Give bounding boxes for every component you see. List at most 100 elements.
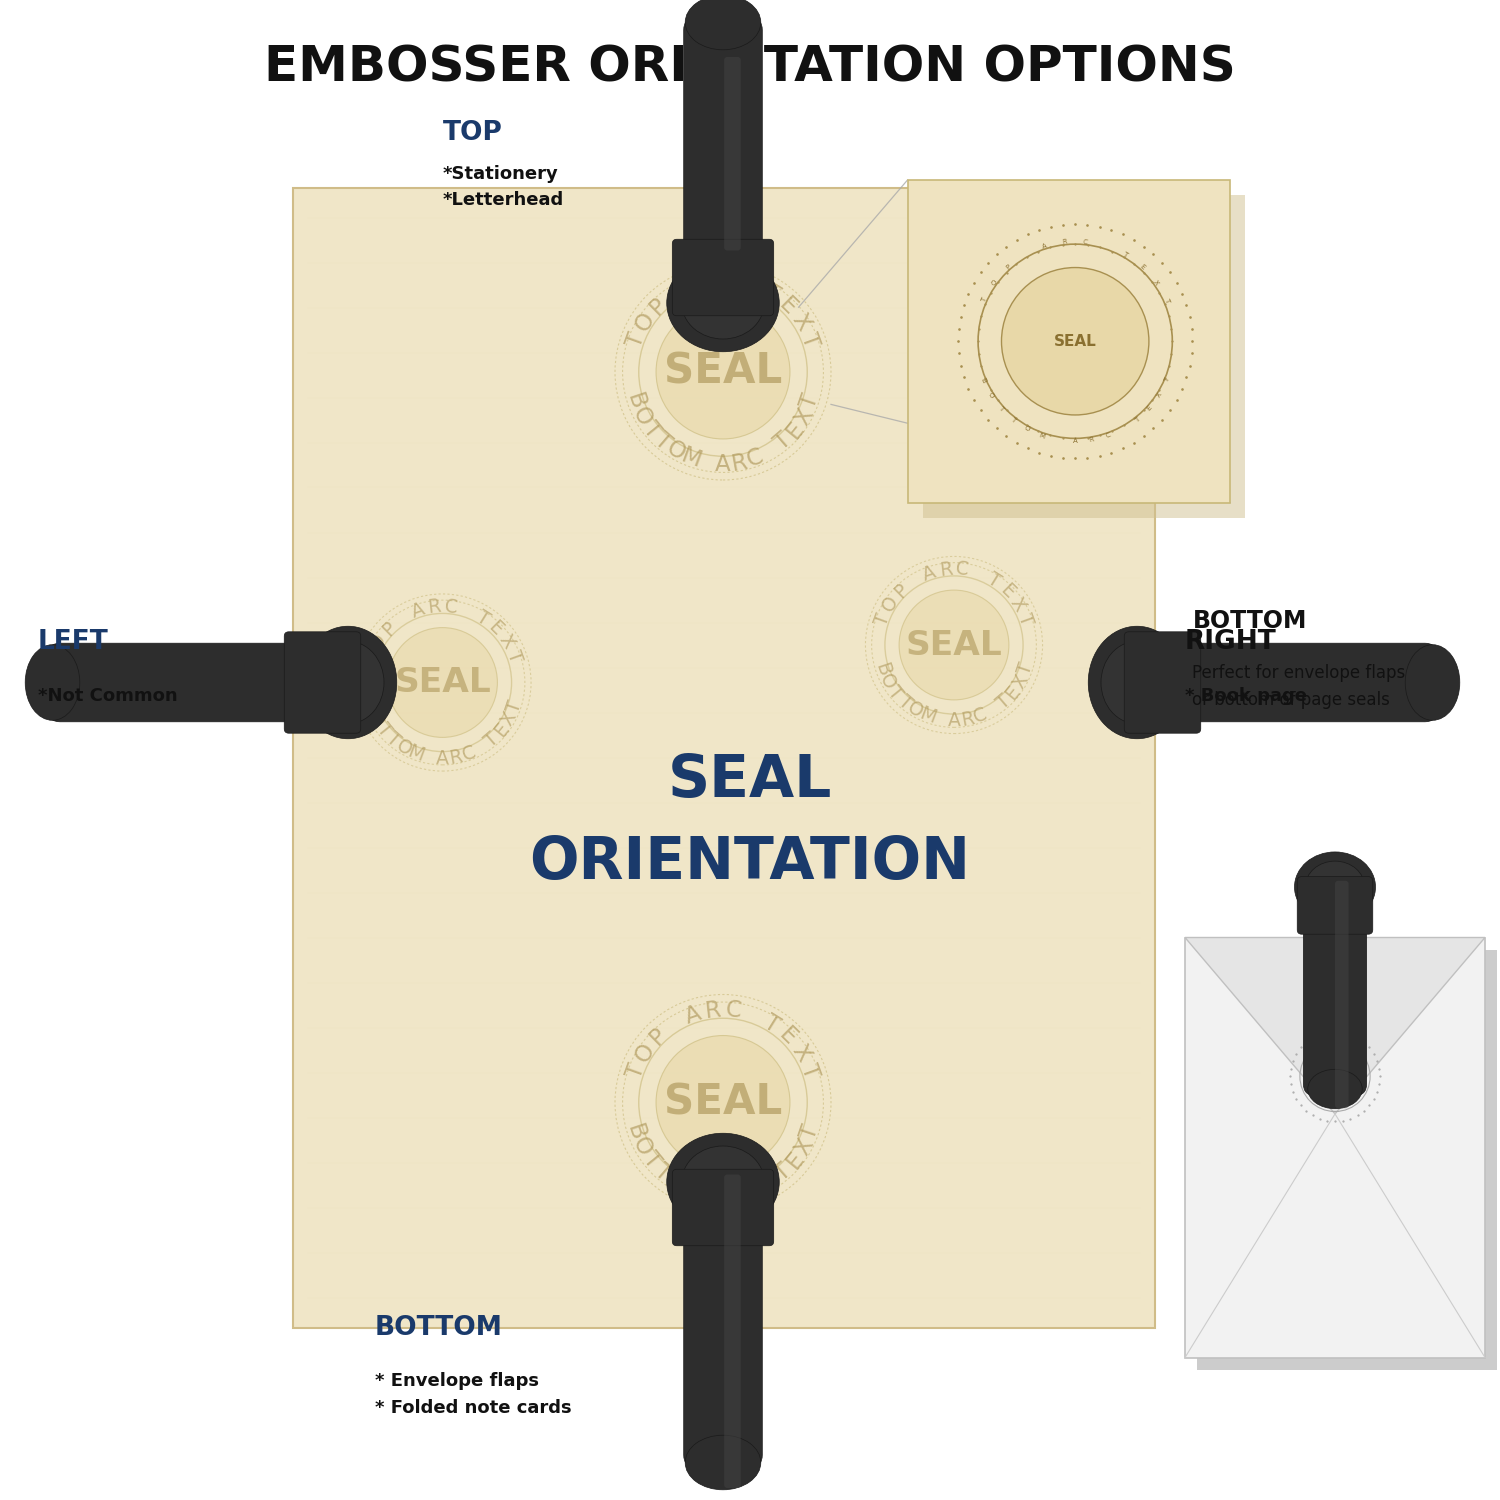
Ellipse shape	[312, 642, 384, 723]
Text: X: X	[1156, 392, 1164, 399]
FancyBboxPatch shape	[1185, 938, 1485, 1358]
Text: O: O	[627, 1134, 657, 1161]
Text: A: A	[681, 1002, 703, 1029]
Circle shape	[656, 1035, 790, 1170]
Text: R: R	[1062, 238, 1068, 244]
Text: O: O	[904, 698, 927, 721]
Text: T: T	[1134, 416, 1142, 423]
FancyBboxPatch shape	[724, 1174, 741, 1488]
Text: X: X	[498, 710, 520, 729]
Ellipse shape	[681, 267, 764, 339]
FancyBboxPatch shape	[1125, 632, 1202, 734]
Text: O: O	[630, 309, 660, 336]
Text: T: T	[871, 610, 894, 628]
Text: O: O	[364, 708, 388, 730]
Ellipse shape	[1308, 1070, 1362, 1108]
Text: E: E	[1146, 405, 1154, 412]
Text: SEAL: SEAL	[394, 666, 490, 699]
Text: A: A	[1041, 243, 1047, 249]
Text: C: C	[1106, 432, 1112, 439]
Text: O: O	[627, 404, 657, 430]
Polygon shape	[1185, 938, 1485, 1114]
Text: RIGHT: RIGHT	[1185, 630, 1276, 656]
Ellipse shape	[1305, 861, 1365, 913]
FancyBboxPatch shape	[687, 1204, 759, 1208]
Ellipse shape	[1088, 627, 1185, 740]
Text: T: T	[894, 692, 915, 714]
FancyBboxPatch shape	[1197, 950, 1497, 1370]
Text: B: B	[871, 660, 894, 678]
Text: A: A	[716, 453, 730, 476]
Text: A: A	[920, 562, 939, 585]
Text: C: C	[724, 268, 742, 292]
FancyBboxPatch shape	[672, 238, 774, 315]
FancyBboxPatch shape	[1335, 880, 1348, 1108]
Ellipse shape	[298, 627, 396, 740]
Text: P: P	[645, 1023, 670, 1050]
Circle shape	[387, 627, 498, 738]
Ellipse shape	[1101, 642, 1173, 723]
Text: R: R	[960, 710, 975, 730]
Text: P: P	[378, 618, 400, 639]
Text: T: T	[1016, 660, 1036, 678]
Text: A: A	[1072, 438, 1077, 444]
Text: X: X	[788, 309, 814, 334]
Text: C: C	[724, 999, 742, 1023]
Text: O: O	[1023, 424, 1031, 433]
Text: SEAL: SEAL	[664, 351, 782, 393]
FancyBboxPatch shape	[1310, 903, 1360, 906]
Text: O: O	[663, 436, 690, 466]
Text: *Not Common: *Not Common	[38, 687, 177, 705]
Text: X: X	[495, 632, 517, 652]
Text: T: T	[472, 608, 492, 630]
Ellipse shape	[26, 645, 80, 720]
Text: T: T	[984, 570, 1004, 592]
Text: P: P	[890, 580, 912, 602]
Text: T: T	[759, 1011, 784, 1038]
Text: SEAL: SEAL	[668, 752, 832, 808]
Text: E: E	[1138, 262, 1146, 270]
Text: P: P	[645, 292, 670, 320]
Text: X: X	[788, 1040, 814, 1065]
Text: C: C	[444, 597, 459, 618]
Text: R: R	[704, 268, 722, 292]
FancyBboxPatch shape	[684, 1196, 762, 1467]
Text: TOP: TOP	[442, 120, 503, 146]
Text: R: R	[729, 1180, 750, 1206]
Text: LEFT: LEFT	[38, 630, 108, 656]
Text: O: O	[663, 1167, 690, 1197]
Text: X: X	[1007, 594, 1029, 615]
Text: T: T	[771, 429, 796, 454]
Text: A: A	[681, 272, 703, 298]
Text: T: T	[372, 720, 394, 741]
Text: M: M	[678, 1174, 703, 1203]
Text: T: T	[503, 648, 525, 666]
Text: E: E	[484, 618, 507, 639]
FancyBboxPatch shape	[908, 180, 1230, 503]
Text: X: X	[1152, 279, 1160, 286]
Text: X: X	[790, 404, 818, 429]
FancyBboxPatch shape	[322, 646, 326, 718]
FancyBboxPatch shape	[48, 644, 334, 722]
Text: T: T	[638, 1148, 664, 1173]
FancyBboxPatch shape	[1160, 646, 1162, 718]
Text: T: T	[360, 648, 382, 666]
Text: C: C	[1083, 238, 1089, 244]
Ellipse shape	[681, 1146, 764, 1218]
Text: O: O	[368, 630, 390, 652]
Text: M: M	[678, 444, 703, 472]
Text: X: X	[790, 1134, 818, 1160]
FancyBboxPatch shape	[672, 1170, 774, 1245]
Text: SEAL: SEAL	[1054, 334, 1096, 350]
Text: A: A	[408, 600, 428, 622]
Text: B: B	[360, 698, 382, 715]
Text: M: M	[1038, 432, 1046, 439]
Text: A: A	[948, 711, 960, 730]
Text: O: O	[990, 279, 999, 286]
Text: O: O	[879, 592, 902, 615]
Text: BOTTOM: BOTTOM	[1192, 609, 1306, 633]
Text: T: T	[638, 417, 664, 442]
Ellipse shape	[666, 254, 780, 352]
Text: T: T	[382, 729, 404, 752]
Circle shape	[1308, 1050, 1362, 1104]
